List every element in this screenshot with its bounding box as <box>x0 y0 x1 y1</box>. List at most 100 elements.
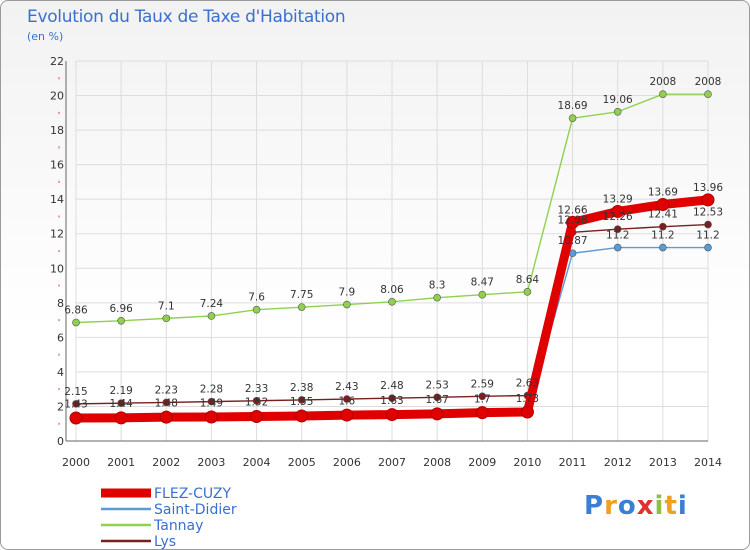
legend-label: Saint-Didier <box>154 502 237 518</box>
data-label: 12.26 <box>603 211 633 223</box>
data-point <box>659 243 667 252</box>
legend-label: Lys <box>154 534 176 550</box>
data-point <box>704 243 712 252</box>
data-label: 13.96 <box>693 182 723 194</box>
data-label: 8.64 <box>516 274 540 286</box>
data-label: 2.59 <box>471 378 494 390</box>
x-tick-label: 2006 <box>333 456 361 469</box>
data-point <box>613 243 622 252</box>
x-tick-label: 2000 <box>62 456 90 469</box>
data-label: 12.08 <box>558 214 588 226</box>
x-tick-label: 2013 <box>649 456 677 469</box>
y-tick-label: 4 <box>57 366 64 379</box>
y-tick-label: 8 <box>57 297 64 310</box>
data-point <box>704 90 712 98</box>
x-tick-label: 2004 <box>243 456 271 469</box>
data-point <box>704 220 712 229</box>
data-label: 1.52 <box>245 397 268 409</box>
data-label: 1.49 <box>200 397 223 409</box>
data-label: 2.33 <box>245 383 268 395</box>
data-point <box>207 312 216 320</box>
legend-label: FLEZ-CUZY <box>154 486 231 502</box>
data-point <box>204 410 218 424</box>
data-point <box>340 408 354 422</box>
data-label: 1.6 <box>339 395 356 407</box>
data-label: 11.2 <box>651 230 674 242</box>
data-label: 2008 <box>649 76 676 88</box>
data-label: 2.63 <box>516 378 539 390</box>
data-point <box>523 287 532 296</box>
data-label: 18.69 <box>558 100 588 112</box>
x-tick-label: 2012 <box>604 456 632 469</box>
y-tick-label: 12 <box>50 228 64 241</box>
data-point <box>388 297 396 306</box>
data-point <box>343 395 351 403</box>
y-tick-label: 0 <box>57 435 64 448</box>
y-tick-label: 20 <box>50 90 64 103</box>
data-point <box>475 406 489 420</box>
x-tick-label: 2011 <box>559 456 587 469</box>
data-label: 11.2 <box>696 230 719 242</box>
y-tick-label: 6 <box>57 331 64 344</box>
data-label: 13.29 <box>603 193 633 205</box>
x-tick-label: 2007 <box>378 456 406 469</box>
data-label: 6.96 <box>109 303 133 315</box>
data-label: 1.44 <box>109 398 133 410</box>
data-point <box>162 314 171 323</box>
x-tick-label: 2014 <box>694 456 722 469</box>
data-point <box>430 407 444 421</box>
proxiti-logo: Proxiti <box>584 491 688 521</box>
data-point <box>295 409 309 423</box>
data-point <box>252 305 261 314</box>
data-label: 1.43 <box>64 398 87 410</box>
data-point <box>297 303 306 311</box>
data-point <box>117 316 125 325</box>
legend-label: Tannay <box>153 518 203 534</box>
data-point <box>611 204 625 218</box>
data-point <box>250 409 264 423</box>
data-label: 12.53 <box>693 207 723 219</box>
data-label: 1.48 <box>155 397 178 409</box>
data-label: 2.15 <box>64 386 87 398</box>
data-point <box>701 193 715 207</box>
data-label: 2.43 <box>335 381 358 393</box>
data-label: 6.86 <box>64 305 88 317</box>
y-tick-label: 16 <box>50 159 64 172</box>
x-tick-label: 2010 <box>513 456 541 469</box>
data-label: 12.66 <box>558 204 588 216</box>
data-point <box>69 411 83 425</box>
data-point <box>114 411 128 425</box>
x-tick-label: 2005 <box>288 456 316 469</box>
data-label: 2.53 <box>425 379 448 391</box>
data-point <box>613 225 622 234</box>
data-point <box>613 107 622 116</box>
data-label: 8.3 <box>429 280 446 292</box>
data-label: 1.63 <box>380 395 403 407</box>
data-label: 8.47 <box>471 277 494 289</box>
y-tick-label: 18 <box>50 124 64 137</box>
data-point <box>343 300 351 309</box>
data-label: 12.41 <box>648 209 678 221</box>
x-tick-label: 2002 <box>152 456 180 469</box>
data-point <box>433 293 441 302</box>
data-point <box>72 400 80 408</box>
data-point <box>388 394 396 402</box>
data-label: 2008 <box>695 76 722 88</box>
data-label: 1.67 <box>425 394 448 406</box>
data-point <box>385 408 399 422</box>
data-label: 2.28 <box>200 384 223 396</box>
data-label: 1.73 <box>516 393 539 405</box>
data-label: 19.06 <box>603 94 633 106</box>
data-label: 13.69 <box>648 187 678 199</box>
data-point <box>207 397 216 406</box>
data-label: 2.38 <box>290 382 313 394</box>
data-label: 10.87 <box>558 235 588 247</box>
data-label: 11.2 <box>606 230 629 242</box>
x-tick-label: 2003 <box>197 456 225 469</box>
data-point <box>252 396 261 405</box>
data-point <box>162 398 171 407</box>
data-label: 7.9 <box>339 287 356 299</box>
data-point <box>568 114 577 122</box>
data-label: 7.75 <box>290 289 313 301</box>
